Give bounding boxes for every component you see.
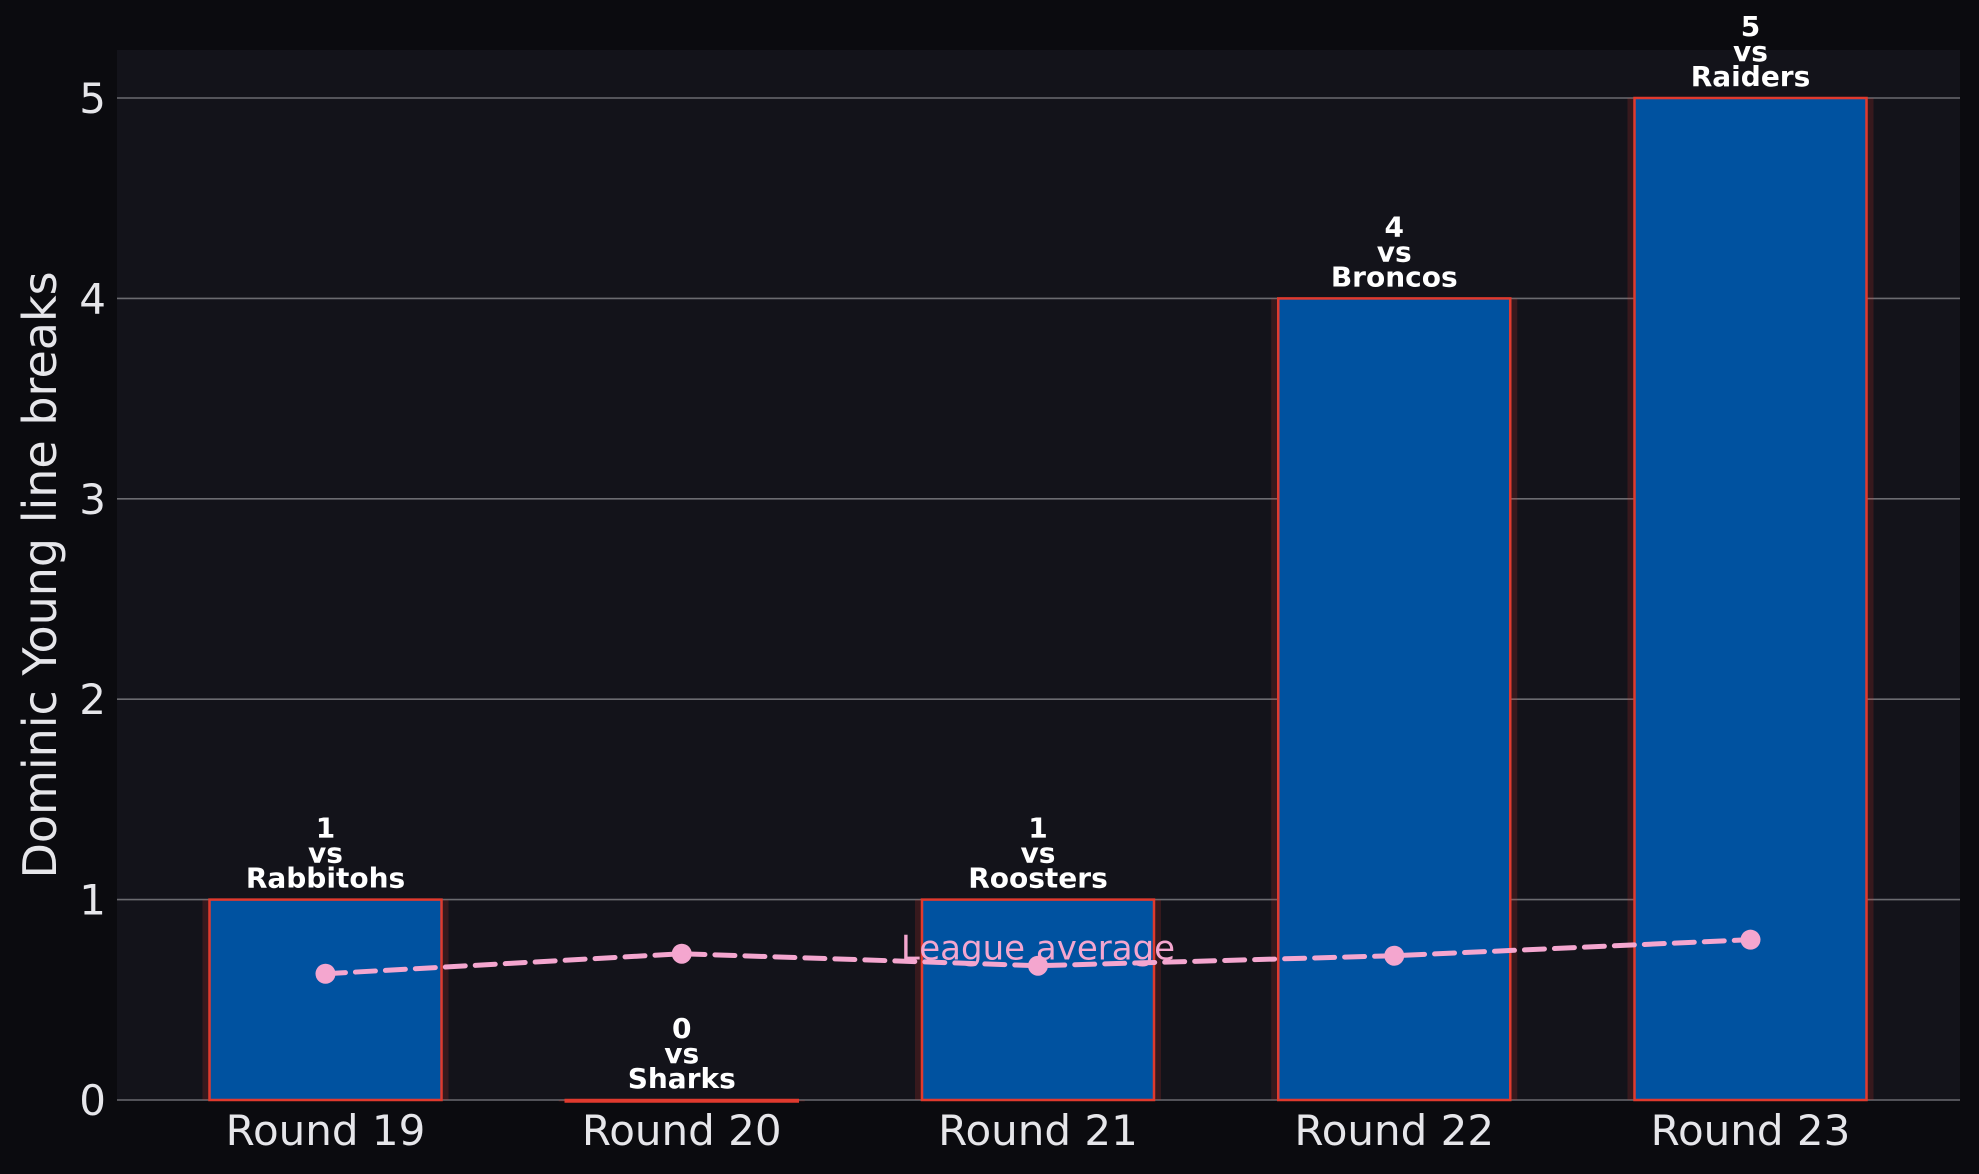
bar-value-label: vs bbox=[1733, 35, 1768, 68]
x-tick-label: Round 19 bbox=[226, 1106, 426, 1155]
league-average-point bbox=[1740, 929, 1761, 950]
league-average-point bbox=[315, 963, 336, 984]
bar-value-label: Broncos bbox=[1331, 260, 1458, 293]
bar-value-label: Rabbitohs bbox=[246, 862, 405, 895]
bar-value-label: vs bbox=[1377, 235, 1412, 268]
league-average-label: League average bbox=[901, 929, 1175, 969]
bars: 1vsRabbitohs0vsSharks1vsRoosters4vsBronc… bbox=[202, 10, 1874, 1103]
bar bbox=[1633, 96, 1868, 1102]
league-average-point bbox=[1384, 945, 1405, 966]
bar-value-label: vs bbox=[1021, 837, 1056, 870]
x-axis-ticks: Round 19 Round 20 Round 21 Round 22 Round 23 bbox=[226, 1106, 1851, 1155]
y-tick-label: 3 bbox=[79, 475, 106, 524]
bar-value-label: 5 bbox=[1741, 10, 1760, 43]
y-axis-ticks: 0 1 2 3 4 5 bbox=[79, 74, 106, 1125]
league-average-line: League average bbox=[315, 929, 1761, 984]
bar bbox=[564, 1098, 799, 1103]
bar bbox=[208, 898, 443, 1102]
bar bbox=[920, 898, 1156, 1102]
bar bbox=[1277, 297, 1512, 1102]
bar-value-label: vs bbox=[664, 1037, 699, 1070]
bar-value-label: Raiders bbox=[1691, 60, 1811, 93]
x-tick-label: Round 21 bbox=[938, 1106, 1138, 1155]
league-average-point bbox=[671, 943, 692, 964]
x-tick-label: Round 22 bbox=[1294, 1106, 1494, 1155]
x-tick-label: Round 23 bbox=[1651, 1106, 1851, 1155]
y-axis-title: Dominic Young line breaks bbox=[13, 271, 67, 878]
bar-value-label: vs bbox=[308, 837, 343, 870]
x-tick-label: Round 20 bbox=[582, 1106, 782, 1155]
y-tick-label: 0 bbox=[79, 1076, 106, 1125]
bar-value-label: 4 bbox=[1385, 210, 1404, 243]
league-average-path bbox=[323, 937, 1753, 977]
y-tick-label: 2 bbox=[79, 675, 106, 724]
y-tick-label: 4 bbox=[79, 274, 106, 323]
league-average-point bbox=[1028, 955, 1048, 976]
bar-value-label: Sharks bbox=[628, 1062, 736, 1095]
y-tick-label: 5 bbox=[79, 74, 106, 123]
bar-value-label: Roosters bbox=[968, 862, 1108, 895]
y-tick-label: 1 bbox=[79, 876, 106, 925]
bar-value-label: 1 bbox=[1028, 812, 1047, 845]
bar-value-label: 0 bbox=[672, 1012, 691, 1045]
bar-value-label: 1 bbox=[316, 812, 335, 845]
